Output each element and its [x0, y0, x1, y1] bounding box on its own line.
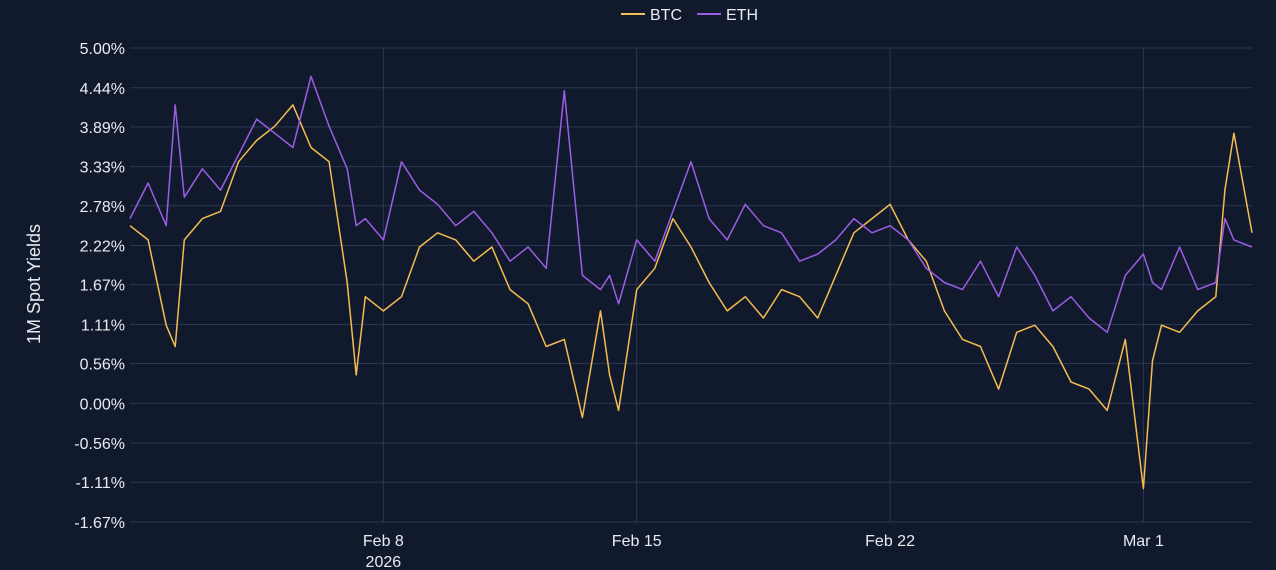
- y-tick-label: 1.11%: [81, 317, 125, 334]
- x-tick-label: Feb 22: [865, 533, 915, 550]
- y-axis-title: 1M Spot Yields: [24, 224, 44, 344]
- y-tick-label: 5.00%: [80, 41, 125, 58]
- x-axis: Feb 8 2026 Feb 15 Feb 22 Mar 1: [363, 533, 1164, 570]
- y-tick-label: 3.33%: [80, 160, 125, 177]
- y-tick-label: 1.67%: [80, 278, 125, 295]
- y-tick-label: 4.44%: [80, 81, 125, 98]
- series-line-eth: [129, 75, 1253, 334]
- legend-label-eth[interactable]: ETH: [726, 7, 758, 24]
- x-tick-label: Feb 15: [612, 533, 662, 550]
- x-tick-sublabel: 2026: [366, 554, 402, 570]
- x-tick-label: Feb 8: [363, 533, 404, 550]
- y-tick-label: 3.89%: [80, 120, 125, 137]
- series-line-btc: [129, 104, 1253, 490]
- y-tick-label: 2.78%: [80, 199, 125, 216]
- y-tick-label: 0.00%: [80, 396, 125, 413]
- y-axis: -1.67% -1.11% -0.56% 0.00% 0.56% 1.11% 1.67% 2.…: [74, 41, 125, 532]
- grid: [130, 47, 1252, 523]
- y-tick-label: -1.67%: [74, 515, 125, 532]
- y-tick-label: 2.22%: [80, 239, 125, 256]
- x-tick-label: Mar 1: [1123, 533, 1164, 550]
- legend-label-btc[interactable]: BTC: [650, 7, 682, 24]
- y-tick-label: -0.56%: [74, 436, 125, 453]
- y-tick-label: -1.11%: [75, 475, 125, 492]
- legend[interactable]: BTC ETH: [621, 7, 758, 24]
- series-layer: [129, 75, 1253, 490]
- y-tick-label: 0.56%: [80, 357, 125, 374]
